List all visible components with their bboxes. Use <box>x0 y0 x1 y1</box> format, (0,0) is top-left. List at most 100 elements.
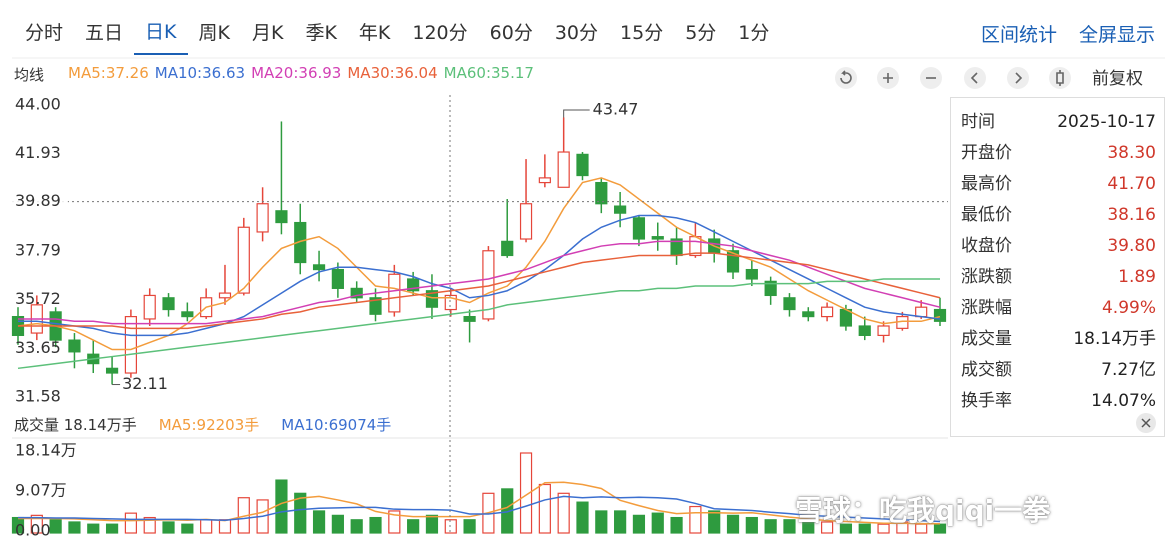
volume-bar <box>87 523 100 534</box>
y-tick-label: 35.72 <box>15 289 61 308</box>
volume-legend-label: 成交量 18.14万手 <box>14 416 137 434</box>
ma-legend-item: MA30:36.04 <box>347 64 438 82</box>
y-tick-label: 33.65 <box>15 338 61 357</box>
candle-body <box>256 203 269 233</box>
period-tab[interactable]: 30分 <box>554 22 599 44</box>
info-row: 成交量 18.14万手 <box>951 324 1164 355</box>
volume-bar <box>162 521 175 534</box>
ma-line <box>17 278 940 370</box>
candle-body <box>519 203 533 240</box>
info-value: 2025-10-17 <box>1057 112 1156 132</box>
volume-bar <box>501 488 514 534</box>
period-tab[interactable]: 年K <box>358 22 391 44</box>
volume-bar <box>745 516 758 534</box>
info-row: 换手率 14.07% <box>951 386 1164 417</box>
plot-area: 43.47 32.11 44.00 41.93 37.79 35.72 33.65 31.58… <box>11 95 948 540</box>
volume-bar <box>689 505 702 534</box>
info-label: 涨跌幅 <box>961 298 1012 318</box>
volume-legend-item: MA10:69074手 <box>281 416 392 434</box>
candle-body <box>218 292 232 299</box>
volume-bar <box>802 521 815 534</box>
tool-link[interactable]: 全屏显示 <box>1078 23 1155 46</box>
volume-bar <box>538 483 551 534</box>
candle-body <box>68 339 81 353</box>
candle-body <box>331 268 344 289</box>
period-tab[interactable]: 5分 <box>685 22 717 44</box>
volume-bar <box>218 519 232 534</box>
info-row: 涨跌幅 4.99% <box>951 293 1164 324</box>
period-tab[interactable]: 月K <box>251 22 284 44</box>
candle-body <box>275 210 288 224</box>
volume-bar <box>519 452 533 534</box>
volume-bar <box>444 519 457 534</box>
info-value: 18.14万手 <box>1073 329 1156 349</box>
y-tick-label: 41.93 <box>15 143 61 162</box>
crosshair-label-bg <box>12 190 68 213</box>
info-label: 涨跌额 <box>961 267 1012 287</box>
crosshair-label: 39.89 <box>15 191 61 210</box>
candle-body <box>312 264 326 271</box>
candle-body <box>538 177 551 184</box>
period-tab[interactable]: 15分 <box>620 22 664 44</box>
candle-body <box>858 325 871 337</box>
ma-legend-item: MA60:35.17 <box>443 64 534 82</box>
volume-bar <box>331 514 344 534</box>
info-value: 41.70 <box>1107 174 1156 194</box>
info-label: 最低价 <box>961 205 1012 225</box>
info-value: 4.99% <box>1101 298 1156 318</box>
candle-body <box>557 151 570 188</box>
period-tab[interactable]: 周K <box>198 22 230 44</box>
info-label: 最高价 <box>961 174 1012 194</box>
volume-bar <box>463 519 476 534</box>
candle-body <box>726 250 740 273</box>
info-row: 最高价 41.70 <box>951 169 1164 200</box>
info-label: 换手率 <box>961 391 1012 411</box>
volume-tick-label: 0.00 <box>15 521 51 540</box>
period-tab[interactable]: 60分 <box>489 22 533 44</box>
volume-bar <box>632 514 646 534</box>
period-tab[interactable]: 日K <box>134 11 188 55</box>
annotation-line <box>563 109 590 118</box>
toolbar-icons[interactable] <box>835 67 1071 89</box>
volume-bar <box>369 516 382 534</box>
info-row: 涨跌额 1.89 <box>951 262 1164 293</box>
ma-legend-item: MA10:36.63 <box>154 64 246 82</box>
volume-bar <box>30 514 43 534</box>
candle-body <box>463 315 476 322</box>
volume-bar <box>350 519 363 534</box>
period-tab[interactable]: 分时 <box>25 22 64 44</box>
volume-bar <box>200 519 213 534</box>
info-value: 14.07% <box>1091 391 1156 411</box>
candle-body <box>124 315 137 374</box>
tools: 区间统计 全屏显示 <box>981 10 1155 56</box>
volume-bar <box>821 521 834 534</box>
candle-body <box>294 221 307 264</box>
ma-line <box>18 252 941 330</box>
period-tab[interactable]: 季K <box>305 22 337 44</box>
volume-bar <box>783 519 796 534</box>
volume-bar <box>407 519 420 534</box>
info-panel: 时间 2025-10-17 开盘价 38.30 最高价 41.70 最低价 38.16 收盘价 3… <box>950 97 1165 437</box>
ma-line <box>18 214 941 337</box>
ma-legend-label: 均线 <box>14 66 45 84</box>
annotation: 43.47 <box>593 100 639 119</box>
ma-legend-item: MA20:36.93 <box>251 64 342 82</box>
info-label: 开盘价 <box>961 143 1012 163</box>
volume-legend: 成交量 18.14万手 MA5:92203手 MA10:69074手 <box>14 414 391 435</box>
candle-body <box>444 294 457 311</box>
info-label: 成交额 <box>961 360 1012 380</box>
period-tab[interactable]: 五日 <box>85 22 124 44</box>
info-label: 成交量 <box>961 329 1012 349</box>
y-tick-label: 37.79 <box>15 241 61 260</box>
period-tab[interactable]: 120分 <box>412 22 468 44</box>
restore-button[interactable]: 前复权 <box>1092 69 1143 89</box>
volume-bar <box>896 521 909 534</box>
volume-bar <box>651 512 664 534</box>
tool-link[interactable]: 区间统计 <box>980 23 1057 46</box>
volume-bar <box>294 492 307 534</box>
volume-bar <box>670 516 683 534</box>
ma-legend-item: MA5:37.26 <box>68 64 149 82</box>
candle-body <box>369 297 382 315</box>
period-tab[interactable]: 1分 <box>738 22 770 44</box>
